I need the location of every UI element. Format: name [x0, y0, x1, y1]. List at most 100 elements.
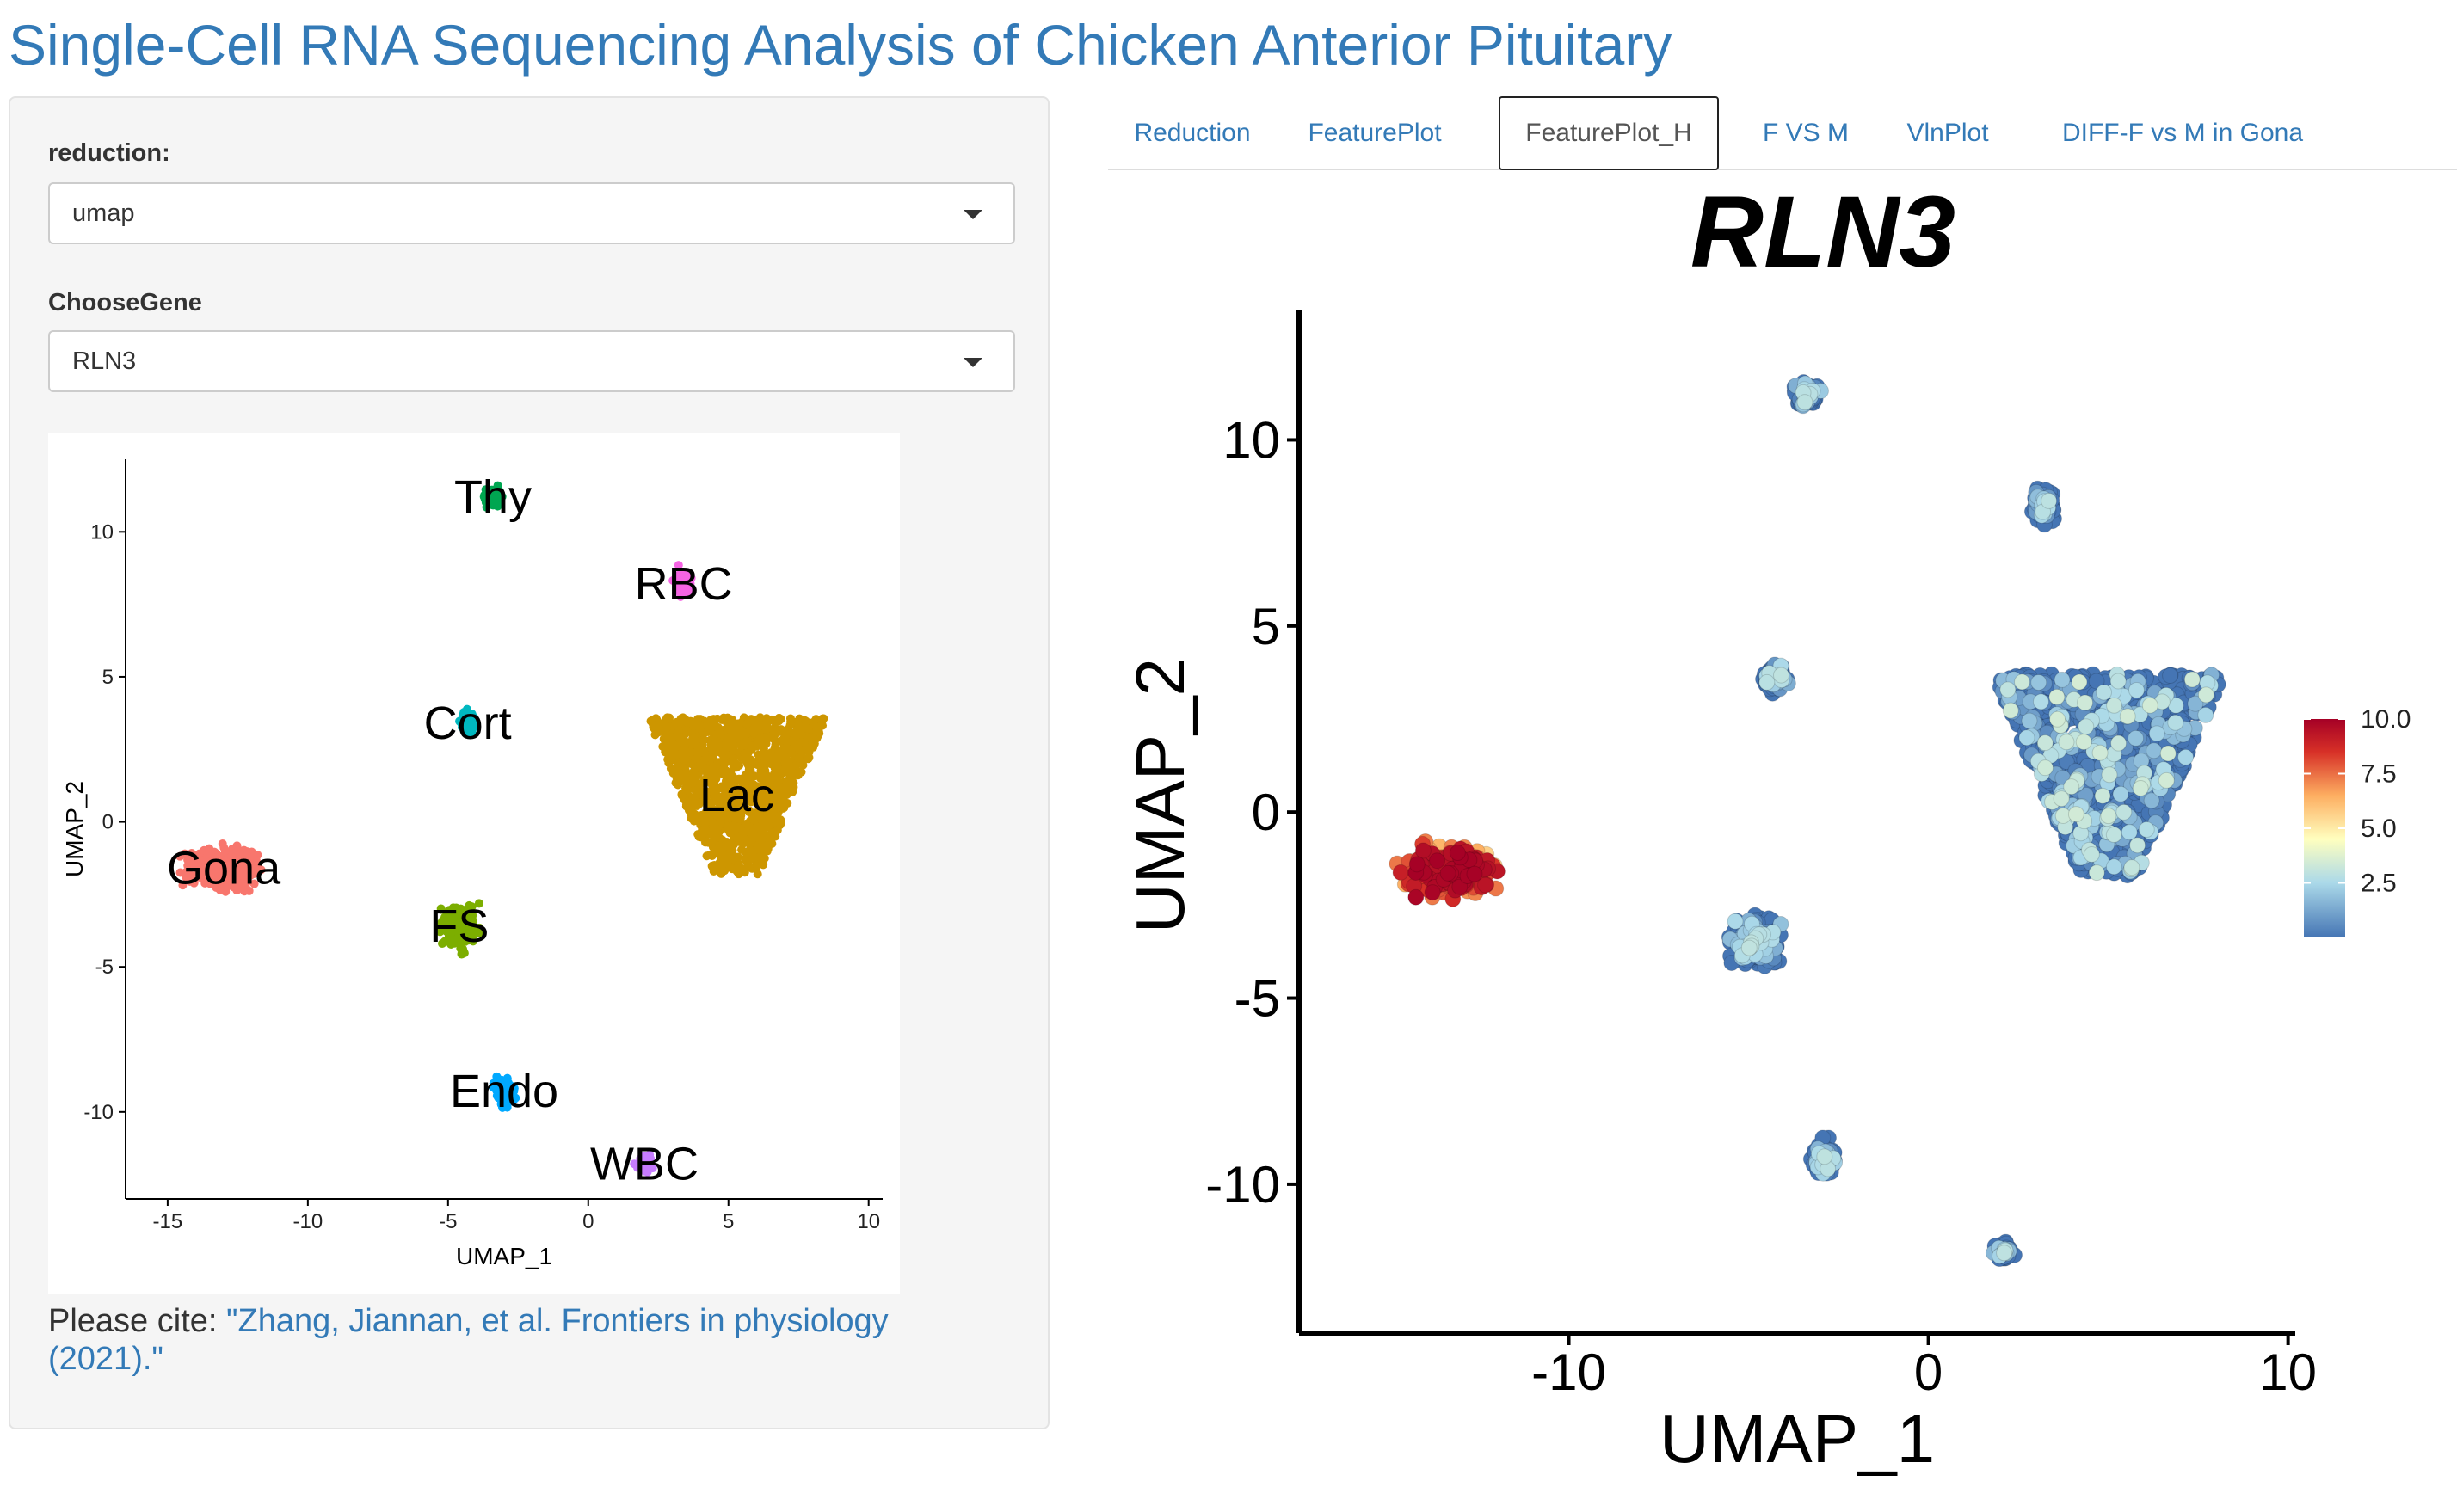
cell-point	[798, 760, 808, 770]
cell-point	[2177, 748, 2195, 765]
tab-vlnplot[interactable]: VlnPlot	[1906, 119, 1989, 147]
cell-point	[218, 839, 227, 848]
cell-point	[451, 909, 460, 919]
cell-point	[243, 847, 252, 857]
cell-point	[708, 745, 717, 754]
cell-point	[187, 874, 196, 883]
cell-point	[686, 808, 695, 817]
cell-point	[785, 721, 795, 730]
cell-point	[726, 863, 736, 872]
cell-point	[704, 727, 713, 736]
cell-point	[2105, 827, 2122, 844]
cell-point	[176, 868, 185, 877]
cell-point	[679, 576, 688, 586]
cell-point	[700, 838, 710, 847]
cell-point	[2096, 684, 2113, 701]
cell-point	[180, 849, 189, 858]
reduction-select-value: umap	[72, 200, 135, 227]
feature-cluster-gona	[1389, 833, 1506, 907]
cell-point	[644, 1160, 653, 1170]
cell-point	[707, 779, 717, 789]
tab-reduction[interactable]: Reduction	[1134, 119, 1251, 147]
tab-f-vs-m[interactable]: F VS M	[1762, 119, 1849, 147]
cluster-thy	[479, 481, 507, 512]
y-axis-label: UMAP_2	[61, 781, 88, 877]
cell-point	[731, 759, 741, 769]
cell-point	[730, 741, 739, 751]
cluster-label: Lac	[699, 770, 774, 821]
cell-point	[233, 855, 243, 864]
reduction-select[interactable]: umap	[48, 182, 1015, 244]
x-tick-label: -15	[153, 1210, 183, 1233]
y-tick-label: 10	[90, 520, 114, 544]
cell-point	[219, 870, 228, 879]
cell-point	[2138, 821, 2155, 838]
cell-point	[203, 851, 212, 860]
cell-point	[675, 769, 685, 778]
tab-featureplot[interactable]: FeaturePlot	[1308, 119, 1442, 147]
cell-point	[2077, 694, 2094, 711]
cluster-label: Cort	[424, 698, 512, 749]
cell-point	[714, 864, 724, 873]
cell-point	[227, 851, 237, 861]
cell-point	[2119, 708, 2136, 725]
cell-point	[791, 731, 801, 741]
cell-point	[753, 870, 762, 879]
cell-point	[722, 838, 731, 847]
cluster-wbc	[630, 1150, 657, 1177]
cell-point	[740, 749, 749, 759]
cell-point	[804, 724, 813, 734]
cell-point	[444, 922, 453, 931]
gene-select-value: RLN3	[72, 347, 137, 375]
cell-point	[735, 774, 744, 784]
cell-point	[1407, 888, 1425, 906]
gene-select[interactable]: RLN3	[48, 330, 1015, 392]
cell-point	[228, 862, 237, 871]
cell-point	[2158, 771, 2175, 789]
feature-cluster-cort	[1755, 656, 1796, 702]
cell-point	[1449, 845, 1466, 862]
cell-point	[695, 779, 705, 789]
cell-point	[2129, 837, 2146, 854]
cell-point	[2128, 729, 2145, 747]
cell-point	[249, 879, 259, 888]
colorbar-label: 7.5	[2361, 760, 2397, 789]
cell-point	[212, 866, 221, 876]
cell-point	[1996, 1245, 2013, 1262]
cell-point	[662, 713, 672, 722]
cell-point	[716, 817, 725, 827]
tab-featureplot-h[interactable]: FeaturePlot_H	[1499, 96, 1719, 170]
cell-point	[764, 800, 773, 809]
cell-point	[1727, 913, 1744, 930]
cell-point	[742, 728, 751, 738]
cell-point	[2167, 714, 2184, 731]
cell-point	[468, 937, 477, 946]
cell-point	[451, 925, 460, 935]
cell-point	[2048, 688, 2066, 705]
cell-point	[650, 730, 660, 740]
citation-link[interactable]: "Zhang, Jiannan, et al. Frontiers in phy…	[48, 1303, 889, 1377]
feature-cluster-wbc	[1985, 1233, 2023, 1268]
cell-point	[752, 861, 761, 870]
cell-point	[1429, 852, 1446, 870]
tab-diff-f-vs-m[interactable]: DIFF-F vs M in Gona	[2061, 119, 2304, 147]
cell-point	[2021, 712, 2038, 729]
cell-point	[2159, 745, 2177, 762]
cell-point	[776, 819, 785, 828]
app-title: Single-Cell RNA Sequencing Analysis of C…	[9, 13, 1672, 77]
cell-point	[680, 584, 689, 593]
cell-point	[2105, 858, 2122, 876]
cell-point	[742, 756, 751, 765]
cell-point	[508, 1096, 518, 1105]
cluster-lac	[646, 713, 828, 879]
cell-point	[720, 810, 730, 820]
cluster-label: Gona	[167, 843, 281, 894]
feature-cluster-fs	[1721, 907, 1789, 974]
cluster-label: FS	[429, 900, 489, 952]
cell-point	[776, 783, 785, 792]
cell-point	[681, 802, 691, 811]
cell-point	[661, 747, 670, 757]
cell-point	[767, 782, 777, 791]
cell-point	[1740, 939, 1758, 956]
cell-point	[721, 741, 730, 750]
